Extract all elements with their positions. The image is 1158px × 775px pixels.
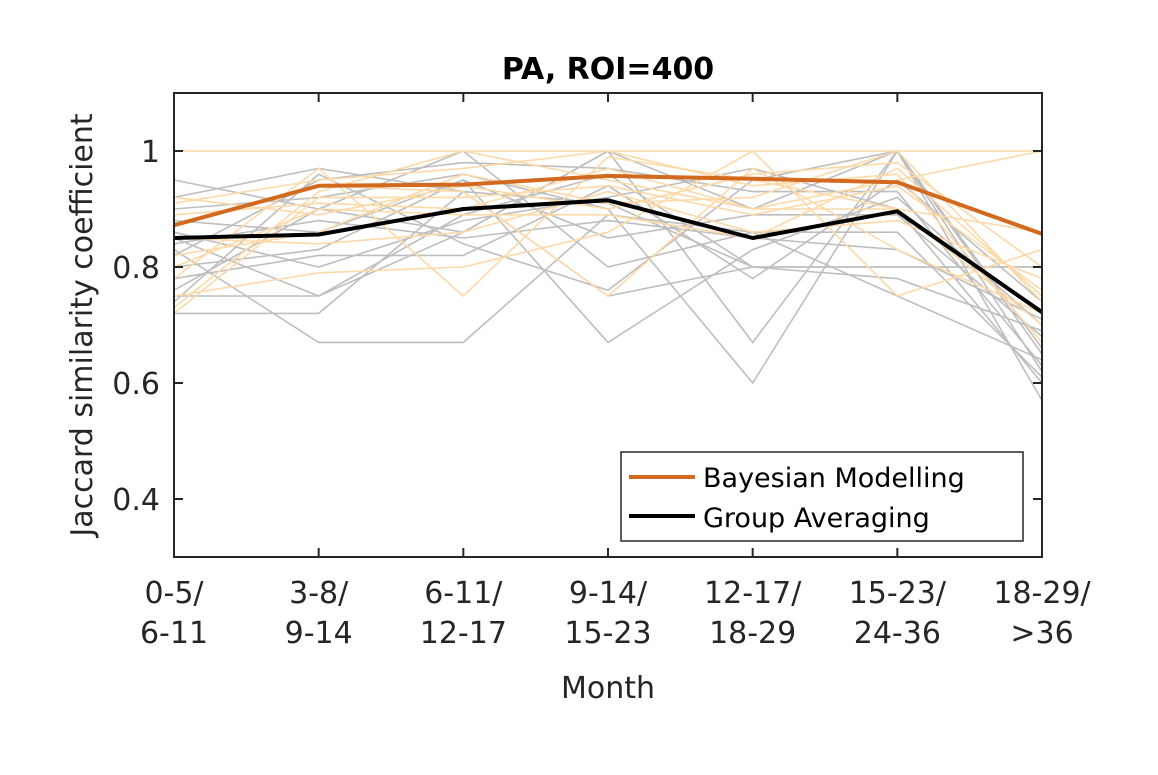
x-tick-label: 18-29/: [993, 576, 1091, 611]
orange-line-5: [173, 190, 1043, 280]
mean-lines: [173, 173, 1044, 314]
y-tick-label: 0.4: [112, 483, 160, 518]
orange-line-0: [173, 150, 1043, 309]
y-axis: 0.4 0.6 0.8 1: [112, 135, 1042, 518]
legend-label-bayesian-modelling: Bayesian Modelling: [703, 463, 965, 494]
x-tick-label: 9-14: [285, 616, 353, 651]
orange-line-3: [173, 167, 1043, 297]
legend-label-group-averaging: Group Averaging: [703, 503, 930, 534]
x-tick-label: 6-11: [140, 616, 208, 651]
x-axis: 0-5/6-11 3-8/9-14 6-11/12-17 9-14/15-23 12-1…: [140, 93, 1092, 651]
x-tick-label: 6-11/: [424, 576, 503, 611]
x-axis-label: Month: [561, 671, 655, 706]
x-tick-label: 0-5/: [144, 576, 204, 611]
orange-line-9: [173, 184, 1043, 315]
legend: Bayesian Modelling Group Averaging: [620, 451, 1024, 542]
legend-box: [620, 451, 1024, 542]
y-tick-label: 0.8: [112, 251, 160, 286]
x-tick-label: 18-29: [709, 616, 796, 651]
gray-line-7: [173, 179, 1043, 338]
chart-title: PA, ROI=400: [502, 52, 714, 87]
y-tick-label: 1: [141, 135, 160, 170]
x-tick-label: 12-17/: [704, 576, 802, 611]
orange-line-11: [173, 161, 1043, 268]
x-tick-label: 12-17: [420, 616, 507, 651]
series-line-group-averaging: [173, 198, 1044, 314]
y-tick-label: 0.6: [112, 367, 160, 402]
x-tick-label: 24-36: [854, 616, 941, 651]
x-tick-label: >36: [1010, 616, 1073, 651]
y-axis-label: Jaccard similarity coefficient: [65, 113, 100, 539]
x-tick-label: 3-8/: [289, 576, 349, 611]
orange-line-1: [173, 150, 1043, 297]
x-tick-label: 15-23/: [849, 576, 947, 611]
series-line-bayesian-modelling: [173, 173, 1043, 236]
x-tick-label: 9-14/: [569, 576, 648, 611]
orange-line-7: [173, 167, 1043, 233]
x-tick-label: 15-23: [564, 616, 651, 651]
